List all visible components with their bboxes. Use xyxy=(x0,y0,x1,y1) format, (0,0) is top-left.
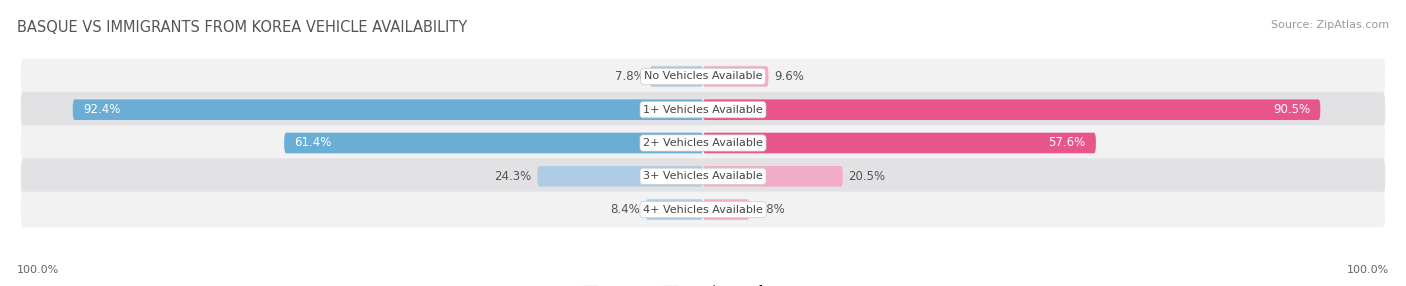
Text: 7.8%: 7.8% xyxy=(614,70,644,83)
Text: 92.4%: 92.4% xyxy=(83,103,121,116)
Text: No Vehicles Available: No Vehicles Available xyxy=(644,72,762,82)
Text: 8.4%: 8.4% xyxy=(610,203,640,216)
Text: 3+ Vehicles Available: 3+ Vehicles Available xyxy=(643,171,763,181)
FancyBboxPatch shape xyxy=(21,125,1385,161)
FancyBboxPatch shape xyxy=(21,192,1385,227)
FancyBboxPatch shape xyxy=(21,158,1385,194)
Text: 61.4%: 61.4% xyxy=(294,136,332,150)
FancyBboxPatch shape xyxy=(284,133,703,153)
Text: 2+ Vehicles Available: 2+ Vehicles Available xyxy=(643,138,763,148)
FancyBboxPatch shape xyxy=(650,66,703,87)
Text: 57.6%: 57.6% xyxy=(1049,136,1085,150)
Text: 90.5%: 90.5% xyxy=(1272,103,1310,116)
FancyBboxPatch shape xyxy=(537,166,703,186)
Text: BASQUE VS IMMIGRANTS FROM KOREA VEHICLE AVAILABILITY: BASQUE VS IMMIGRANTS FROM KOREA VEHICLE … xyxy=(17,20,467,35)
FancyBboxPatch shape xyxy=(21,92,1385,128)
Text: Source: ZipAtlas.com: Source: ZipAtlas.com xyxy=(1271,20,1389,30)
FancyBboxPatch shape xyxy=(703,66,769,87)
FancyBboxPatch shape xyxy=(73,100,703,120)
FancyBboxPatch shape xyxy=(645,199,703,220)
Text: 9.6%: 9.6% xyxy=(773,70,804,83)
Text: 4+ Vehicles Available: 4+ Vehicles Available xyxy=(643,204,763,214)
FancyBboxPatch shape xyxy=(703,100,1320,120)
Text: 6.8%: 6.8% xyxy=(755,203,785,216)
Legend: Basque, Immigrants from Korea: Basque, Immigrants from Korea xyxy=(583,285,823,286)
FancyBboxPatch shape xyxy=(703,199,749,220)
Text: 20.5%: 20.5% xyxy=(848,170,886,183)
Text: 100.0%: 100.0% xyxy=(17,265,59,275)
FancyBboxPatch shape xyxy=(703,133,1095,153)
FancyBboxPatch shape xyxy=(703,166,842,186)
Text: 1+ Vehicles Available: 1+ Vehicles Available xyxy=(643,105,763,115)
Text: 24.3%: 24.3% xyxy=(495,170,531,183)
Text: 100.0%: 100.0% xyxy=(1347,265,1389,275)
FancyBboxPatch shape xyxy=(21,59,1385,94)
